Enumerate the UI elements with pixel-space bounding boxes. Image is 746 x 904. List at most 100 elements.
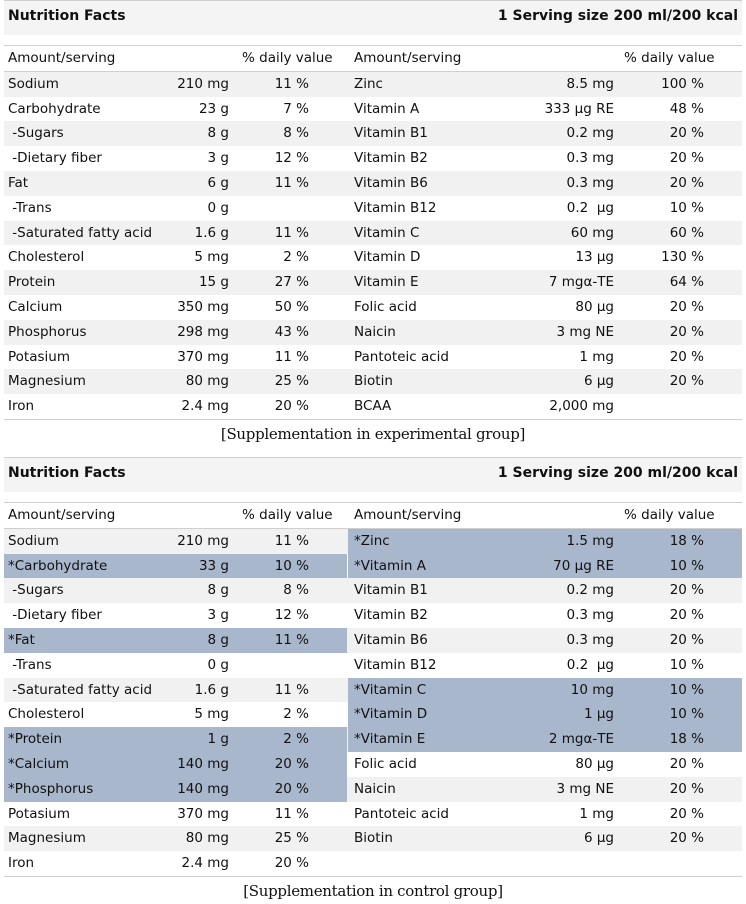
left-nutrient-daily-value: 7 % bbox=[283, 100, 309, 117]
left-nutrient-name: -Dietary fiber bbox=[8, 150, 102, 167]
right-nutrient-name: Folic acid bbox=[354, 298, 417, 315]
left-nutrient-name: *Calcium bbox=[8, 755, 70, 772]
left-highlight bbox=[4, 776, 347, 802]
right-nutrient-daily-value: 20 % bbox=[669, 125, 704, 142]
right-nutrient-amount: 0.3 mg bbox=[566, 150, 614, 167]
daily-header-left: % daily value bbox=[242, 50, 333, 66]
right-nutrient-name: *Vitamin E bbox=[354, 731, 426, 748]
left-nutrient-amount: 5 mg bbox=[194, 249, 229, 266]
serving-size: 1 Serving size 200 ml/200 kcal bbox=[497, 465, 738, 481]
left-nutrient-name: Sodium bbox=[8, 532, 59, 549]
right-nutrient-amount: 0.2 mg bbox=[566, 582, 614, 599]
nutrition-header: Nutrition Facts 1 Serving size 200 ml/20… bbox=[4, 457, 742, 492]
left-nutrient-name: -Saturated fatty acid bbox=[8, 224, 153, 241]
table-row: -Trans 0 g Vitamin B12 0.2 μg 10 % bbox=[4, 653, 742, 678]
table-row: Fat 6 g 11 % Vitamin B6 0.3 mg 20 % bbox=[4, 170, 742, 196]
left-nutrient-amount: 370 mg bbox=[177, 348, 229, 365]
left-nutrient-amount: 0 g bbox=[207, 199, 229, 216]
left-nutrient-daily-value: 11 % bbox=[274, 631, 309, 648]
table-row: Magnesium 80 mg 25 % Biotin 6 μg 20 % bbox=[4, 826, 742, 852]
left-nutrient-amount: 1.6 g bbox=[194, 681, 229, 698]
right-nutrient-name: BCAA bbox=[354, 398, 392, 415]
nutrition-title: Nutrition Facts bbox=[8, 8, 126, 24]
table-row: *Calcium 140 mg 20 % Folic acid 80 μg 20 % bbox=[4, 751, 742, 777]
right-nutrient-name: *Vitamin A bbox=[354, 557, 426, 574]
left-nutrient-amount: 8 g bbox=[207, 631, 229, 648]
amount-header-left: Amount/serving bbox=[8, 50, 116, 66]
right-nutrient-daily-value: 20 % bbox=[669, 150, 704, 167]
right-nutrient-name: Pantoteic acid bbox=[354, 805, 449, 822]
left-nutrient-name: Protein bbox=[8, 274, 56, 291]
left-nutrient-amount: 210 mg bbox=[177, 532, 229, 549]
table-row: Protein 15 g 27 % Vitamin E 7 mgα-TE 64 % bbox=[4, 270, 742, 295]
right-nutrient-amount: 2,000 mg bbox=[549, 398, 614, 415]
right-nutrient-amount: 0.2 mg bbox=[566, 125, 614, 142]
right-nutrient-name: *Vitamin C bbox=[354, 681, 427, 698]
right-nutrient-amount: 60 mg bbox=[570, 224, 614, 241]
right-nutrient-name: Vitamin B2 bbox=[354, 150, 428, 167]
nutrition-table: Amount/serving % daily value Amount/serv… bbox=[4, 45, 742, 420]
left-nutrient-daily-value: 10 % bbox=[274, 557, 309, 574]
right-nutrient-name: Biotin bbox=[354, 830, 393, 847]
table-row: Iron 2.4 mg 20 % bbox=[4, 851, 742, 876]
table-row: Magnesium 80 mg 25 % Biotin 6 μg 20 % bbox=[4, 369, 742, 395]
left-nutrient-name: *Protein bbox=[8, 731, 63, 748]
table-row: -Sugars 8 g 8 % Vitamin B1 0.2 mg 20 % bbox=[4, 578, 742, 604]
left-nutrient-daily-value: 43 % bbox=[274, 323, 309, 340]
right-nutrient-name: *Vitamin D bbox=[354, 706, 428, 723]
right-nutrient-daily-value: 20 % bbox=[669, 607, 704, 624]
right-nutrient-name: Vitamin B6 bbox=[354, 631, 428, 648]
table-row: Potasium 370 mg 11 % Pantoteic acid 1 mg 20 % bbox=[4, 802, 742, 827]
left-nutrient-daily-value: 50 % bbox=[274, 298, 309, 315]
table-row: -Saturated fatty acid 1.6 g 11 % Vitamin C 6… bbox=[4, 220, 742, 246]
right-nutrient-daily-value: 64 % bbox=[669, 274, 704, 291]
right-nutrient-amount: 1.5 mg bbox=[566, 532, 614, 549]
right-nutrient-amount: 0.2 μg bbox=[566, 656, 614, 673]
right-nutrient-amount: 1 mg bbox=[579, 805, 614, 822]
experimental-caption: [Supplementation in experimental group] bbox=[220, 424, 526, 443]
left-nutrient-name: Magnesium bbox=[8, 373, 86, 390]
left-nutrient-amount: 8 g bbox=[207, 125, 229, 142]
left-nutrient-name: Carbohydrate bbox=[8, 100, 101, 117]
table-row: *Carbohydrate 33 g 10 % *Vitamin A 70 μg RE 1… bbox=[4, 553, 742, 579]
left-nutrient-amount: 80 mg bbox=[185, 830, 229, 847]
right-nutrient-name: Vitamin B6 bbox=[354, 174, 428, 191]
right-nutrient-name: Vitamin E bbox=[354, 274, 419, 291]
right-highlight bbox=[348, 553, 742, 579]
table-row: -Sugars 8 g 8 % Vitamin B1 0.2 mg 20 % bbox=[4, 121, 742, 147]
left-nutrient-amount: 210 mg bbox=[177, 75, 229, 92]
right-nutrient-daily-value: 10 % bbox=[669, 557, 704, 574]
right-nutrient-amount: 1 μg bbox=[583, 706, 614, 723]
left-nutrient-amount: 1 g bbox=[207, 731, 229, 748]
right-nutrient-name: Pantoteic acid bbox=[354, 348, 449, 365]
table-row: *Protein 1 g 2 % *Vitamin E 2 mgα-TE 18 % bbox=[4, 727, 742, 752]
right-nutrient-daily-value: 20 % bbox=[669, 755, 704, 772]
right-nutrient-name: Biotin bbox=[354, 373, 393, 390]
nutrition-title: Nutrition Facts bbox=[8, 465, 126, 481]
left-nutrient-amount: 5 mg bbox=[194, 706, 229, 723]
right-nutrient-name: Vitamin B1 bbox=[354, 582, 428, 599]
left-nutrient-name: -Sugars bbox=[8, 582, 64, 599]
left-nutrient-daily-value: 12 % bbox=[274, 607, 309, 624]
left-nutrient-daily-value: 11 % bbox=[274, 532, 309, 549]
right-nutrient-amount: 80 μg bbox=[575, 298, 614, 315]
left-nutrient-daily-value: 8 % bbox=[283, 582, 309, 599]
right-nutrient-name: Naicin bbox=[354, 780, 396, 797]
left-nutrient-name: Iron bbox=[8, 855, 35, 872]
right-nutrient-name: *Zinc bbox=[354, 532, 390, 549]
right-nutrient-amount: 333 μg RE bbox=[544, 100, 614, 117]
table-body: Sodium 210 mg 11 % Zinc 8.5 mg 100 % Carbohydr… bbox=[4, 71, 742, 419]
left-nutrient-name: *Phosphorus bbox=[8, 780, 94, 797]
left-nutrient-name: *Carbohydrate bbox=[8, 557, 108, 574]
daily-header-right: % daily value bbox=[624, 50, 715, 66]
left-nutrient-amount: 2.4 mg bbox=[181, 398, 229, 415]
left-nutrient-name: -Sugars bbox=[8, 125, 64, 142]
left-highlight bbox=[4, 627, 347, 653]
left-nutrient-name: Potasium bbox=[8, 805, 70, 822]
table-header-row: Amount/serving % daily value Amount/serv… bbox=[4, 45, 742, 72]
right-nutrient-name: Vitamin B2 bbox=[354, 607, 428, 624]
left-nutrient-amount: 3 g bbox=[207, 150, 229, 167]
right-nutrient-name: Vitamin A bbox=[354, 100, 420, 117]
left-nutrient-name: -Trans bbox=[8, 656, 52, 673]
right-nutrient-daily-value: 18 % bbox=[669, 532, 704, 549]
